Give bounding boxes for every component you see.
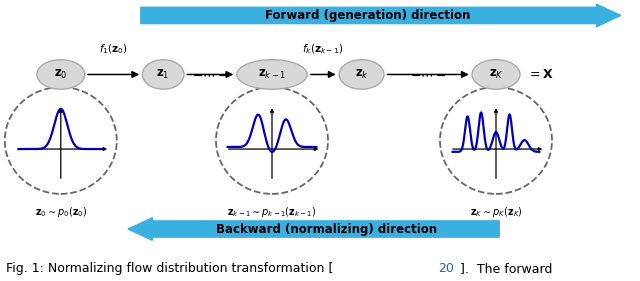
Text: $= \mathbf{X}$: $= \mathbf{X}$ (527, 68, 554, 81)
Text: $\mathbf{z}_{k-1} \sim p_{k-1}(\mathbf{z}_{k-1})$: $\mathbf{z}_{k-1} \sim p_{k-1}(\mathbf{z… (227, 205, 317, 219)
Text: $\mathbf{z}_K$: $\mathbf{z}_K$ (488, 68, 504, 81)
Text: Backward (normalizing) direction: Backward (normalizing) direction (216, 223, 437, 235)
Text: $\mathbf{z}_1$: $\mathbf{z}_1$ (156, 68, 170, 81)
Text: 20: 20 (438, 262, 454, 275)
Ellipse shape (237, 60, 307, 89)
Text: $\mathbf{z}_0$: $\mathbf{z}_0$ (54, 68, 68, 81)
Text: $-\cdots-$: $-\cdots-$ (192, 68, 228, 81)
Text: Forward (generation) direction: Forward (generation) direction (266, 9, 470, 22)
Ellipse shape (36, 60, 85, 89)
Text: $f_1(\mathbf{z}_0)$: $f_1(\mathbf{z}_0)$ (99, 43, 128, 56)
Text: $-\cdots-$: $-\cdots-$ (410, 68, 447, 81)
Ellipse shape (339, 60, 384, 89)
Text: $\mathbf{z}_0 \sim p_0(\mathbf{z}_0)$: $\mathbf{z}_0 \sim p_0(\mathbf{z}_0)$ (35, 205, 87, 219)
Text: $\mathbf{z}_k$: $\mathbf{z}_k$ (355, 68, 369, 81)
Ellipse shape (142, 60, 184, 89)
Text: Fig. 1: Normalizing flow distribution transformation [: Fig. 1: Normalizing flow distribution tr… (6, 262, 334, 275)
Text: $f_k(\mathbf{z}_{k-1})$: $f_k(\mathbf{z}_{k-1})$ (303, 43, 344, 56)
Ellipse shape (472, 60, 520, 89)
FancyArrow shape (128, 218, 499, 240)
FancyArrow shape (141, 4, 621, 27)
Text: $\mathbf{z}_{k-1}$: $\mathbf{z}_{k-1}$ (258, 68, 286, 81)
Text: ].  The forward: ]. The forward (460, 262, 552, 275)
Text: $\mathbf{z}_K \sim p_K(\mathbf{z}_K)$: $\mathbf{z}_K \sim p_K(\mathbf{z}_K)$ (470, 205, 522, 219)
